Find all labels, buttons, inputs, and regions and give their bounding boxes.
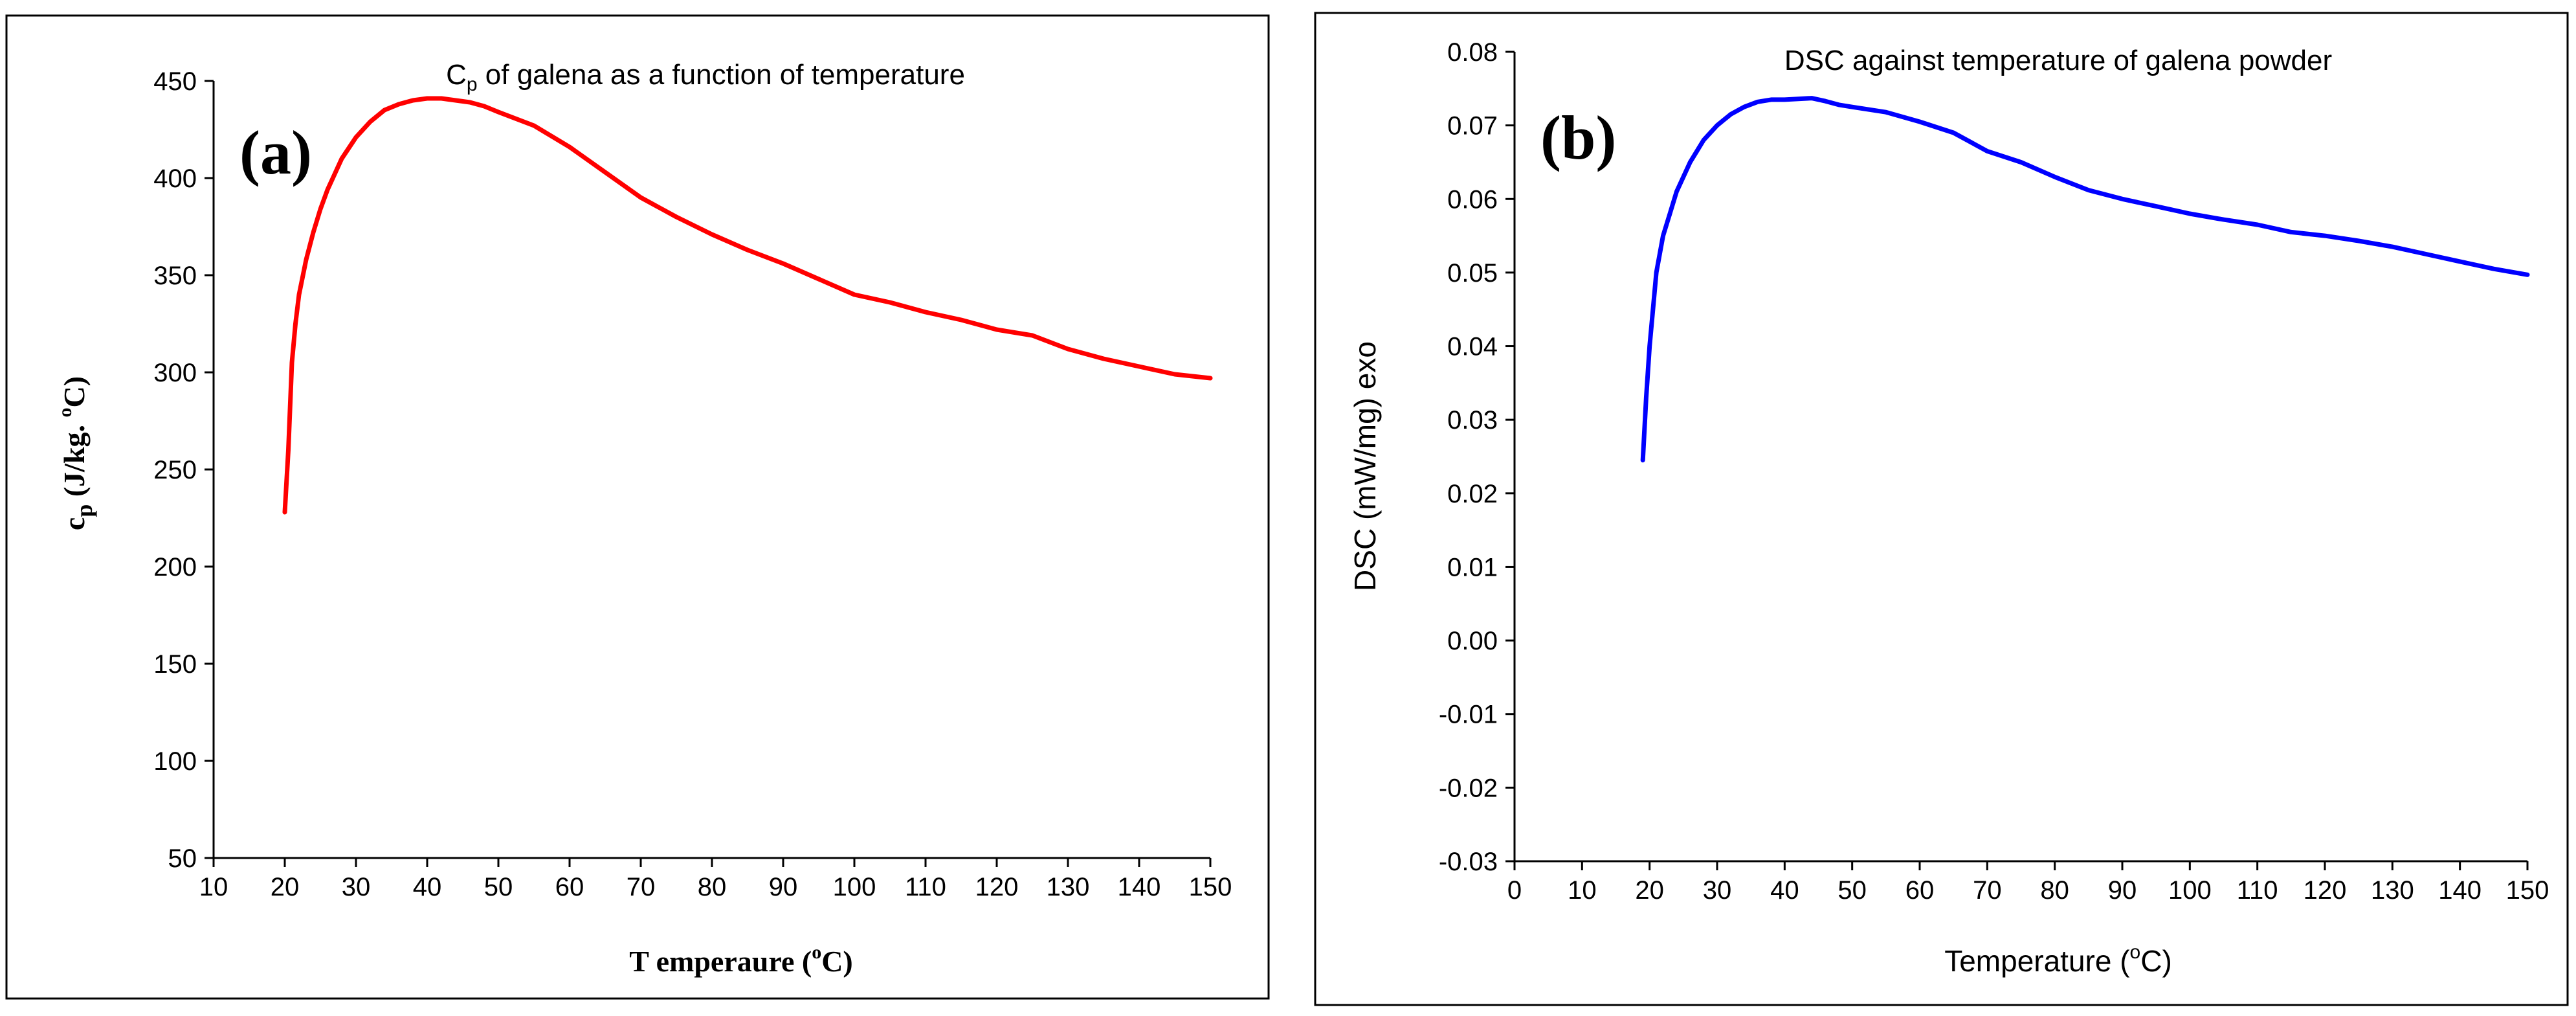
panel-b-x-axis-label: Temperature (oC)	[1944, 942, 2172, 978]
panel-b-plot-area: 0 10 20 30 40 50 60 70 80 90 100 110 120 130 140 150 -0.…	[1439, 38, 2549, 905]
panel-a-x-tick-label: 110	[905, 873, 946, 901]
panel-a-x-tick-label: 120	[975, 873, 1019, 901]
panel-b-y-tick-label: -0.02	[1439, 774, 1498, 802]
panel-a-y-tick-label: 450	[153, 67, 197, 96]
panel-a-x-tick-label: 50	[484, 873, 513, 901]
panel-b-y-tick-label: 0.03	[1447, 406, 1498, 435]
panel-b-x-tick-label: 80	[2040, 876, 2069, 905]
panel-b-y-tick-label: 0.05	[1447, 259, 1498, 288]
panel-a-y-tick-label: 150	[153, 650, 197, 679]
panel-a-y-axis-label: cp (J/kg. oC)	[54, 376, 97, 530]
panel-a-x-tick-label: 140	[1118, 873, 1161, 901]
panel-b-y-tick-label: -0.01	[1439, 701, 1498, 729]
panel-b-series-line	[1640, 96, 2530, 463]
panel-b-x-tick-label: 0	[1507, 876, 1522, 905]
panel-b-label: (b)	[1540, 103, 1616, 172]
panel-a-y-tick-label: 50	[168, 844, 197, 873]
panel-b-x-tick-label: 120	[2304, 876, 2347, 905]
panel-a-y-tick-label: 200	[153, 553, 197, 581]
panel-a-x-tick-label: 150	[1189, 873, 1232, 901]
panel-b-x-tick-label: 30	[1703, 876, 1732, 905]
panel-a-label: (a)	[239, 118, 312, 187]
panel-b-x-tick-label: 40	[1770, 876, 1799, 905]
panel-b-x-tick-label: 100	[2168, 876, 2212, 905]
panel-b-x-tick-label: 50	[1838, 876, 1867, 905]
panel-a-y-tick-label: 300	[153, 359, 197, 387]
panel-b-x-tick-label: 60	[1905, 876, 1935, 905]
panel-b-title: DSC against temperature of galena powder	[1784, 45, 2332, 76]
panel-a-series-line	[282, 96, 1213, 515]
panel-b-dsc-chart: DSC against temperature of galena powder…	[1314, 12, 2569, 1006]
panel-b-y-tick-label: 0.00	[1447, 627, 1498, 655]
panel-b-y-tick-label: 0.07	[1447, 112, 1498, 141]
panel-a-x-tick-label: 130	[1047, 873, 1090, 901]
panel-a-y-tick-label: 400	[153, 164, 197, 193]
panel-b-y-tick-label: 0.01	[1447, 553, 1498, 581]
panel-b-y-tick-label: 0.04	[1447, 333, 1498, 361]
panel-a-x-tick-label: 60	[555, 873, 584, 901]
panel-b-y-axis-label: DSC (mW/mg) exo	[1348, 341, 1382, 591]
panel-b-x-tick-label: 90	[2108, 876, 2137, 905]
panel-a-frame	[5, 14, 1270, 1000]
panel-b-y-tick-label: 0.08	[1447, 38, 1498, 67]
panel-b-y-tick-label: 0.06	[1447, 185, 1498, 214]
panel-a-x-axis-label: T emperaure (oC)	[629, 942, 852, 978]
panel-a-x-tick-label: 80	[698, 873, 727, 901]
panel-b-x-tick-label: 10	[1568, 876, 1597, 905]
panel-b-x-tick-label: 70	[1973, 876, 2002, 905]
panel-b-x-tick-label: 130	[2371, 876, 2414, 905]
panel-b-x-tick-label: 150	[2506, 876, 2549, 905]
panel-a-x-tick-label: 90	[769, 873, 798, 901]
panel-a-x-tick-label: 10	[199, 873, 228, 901]
panel-b-x-tick-label: 110	[2237, 876, 2278, 905]
panel-a-x-tick-label: 40	[413, 873, 442, 901]
panel-a-x-tick-label: 100	[833, 873, 876, 901]
panel-a-x-tick-label: 30	[342, 873, 371, 901]
panel-a-title: Cp of galena as a function of temperatur…	[446, 59, 965, 95]
panel-b-y-tick-label: 0.02	[1447, 480, 1498, 508]
panel-b-x-tick-label: 20	[1635, 876, 1664, 905]
panel-a-x-tick-label: 20	[271, 873, 300, 901]
panel-a-x-tick-label: 70	[627, 873, 656, 901]
panel-b-frame	[1314, 12, 2569, 1006]
panel-a-y-tick-label: 100	[153, 747, 197, 776]
panel-a-cp-chart: Cp of galena as a function of temperatur…	[5, 14, 1270, 1000]
panel-a-plot-area: 10 20 30 40 50 60 70 80 90 100 110 120 130 140 150 50 10…	[153, 67, 1232, 901]
panel-a-y-tick-label: 250	[153, 456, 197, 484]
panel-b-y-tick-label: -0.03	[1439, 848, 1498, 876]
panel-b-x-tick-label: 140	[2438, 876, 2482, 905]
panel-a-y-tick-label: 350	[153, 262, 197, 290]
